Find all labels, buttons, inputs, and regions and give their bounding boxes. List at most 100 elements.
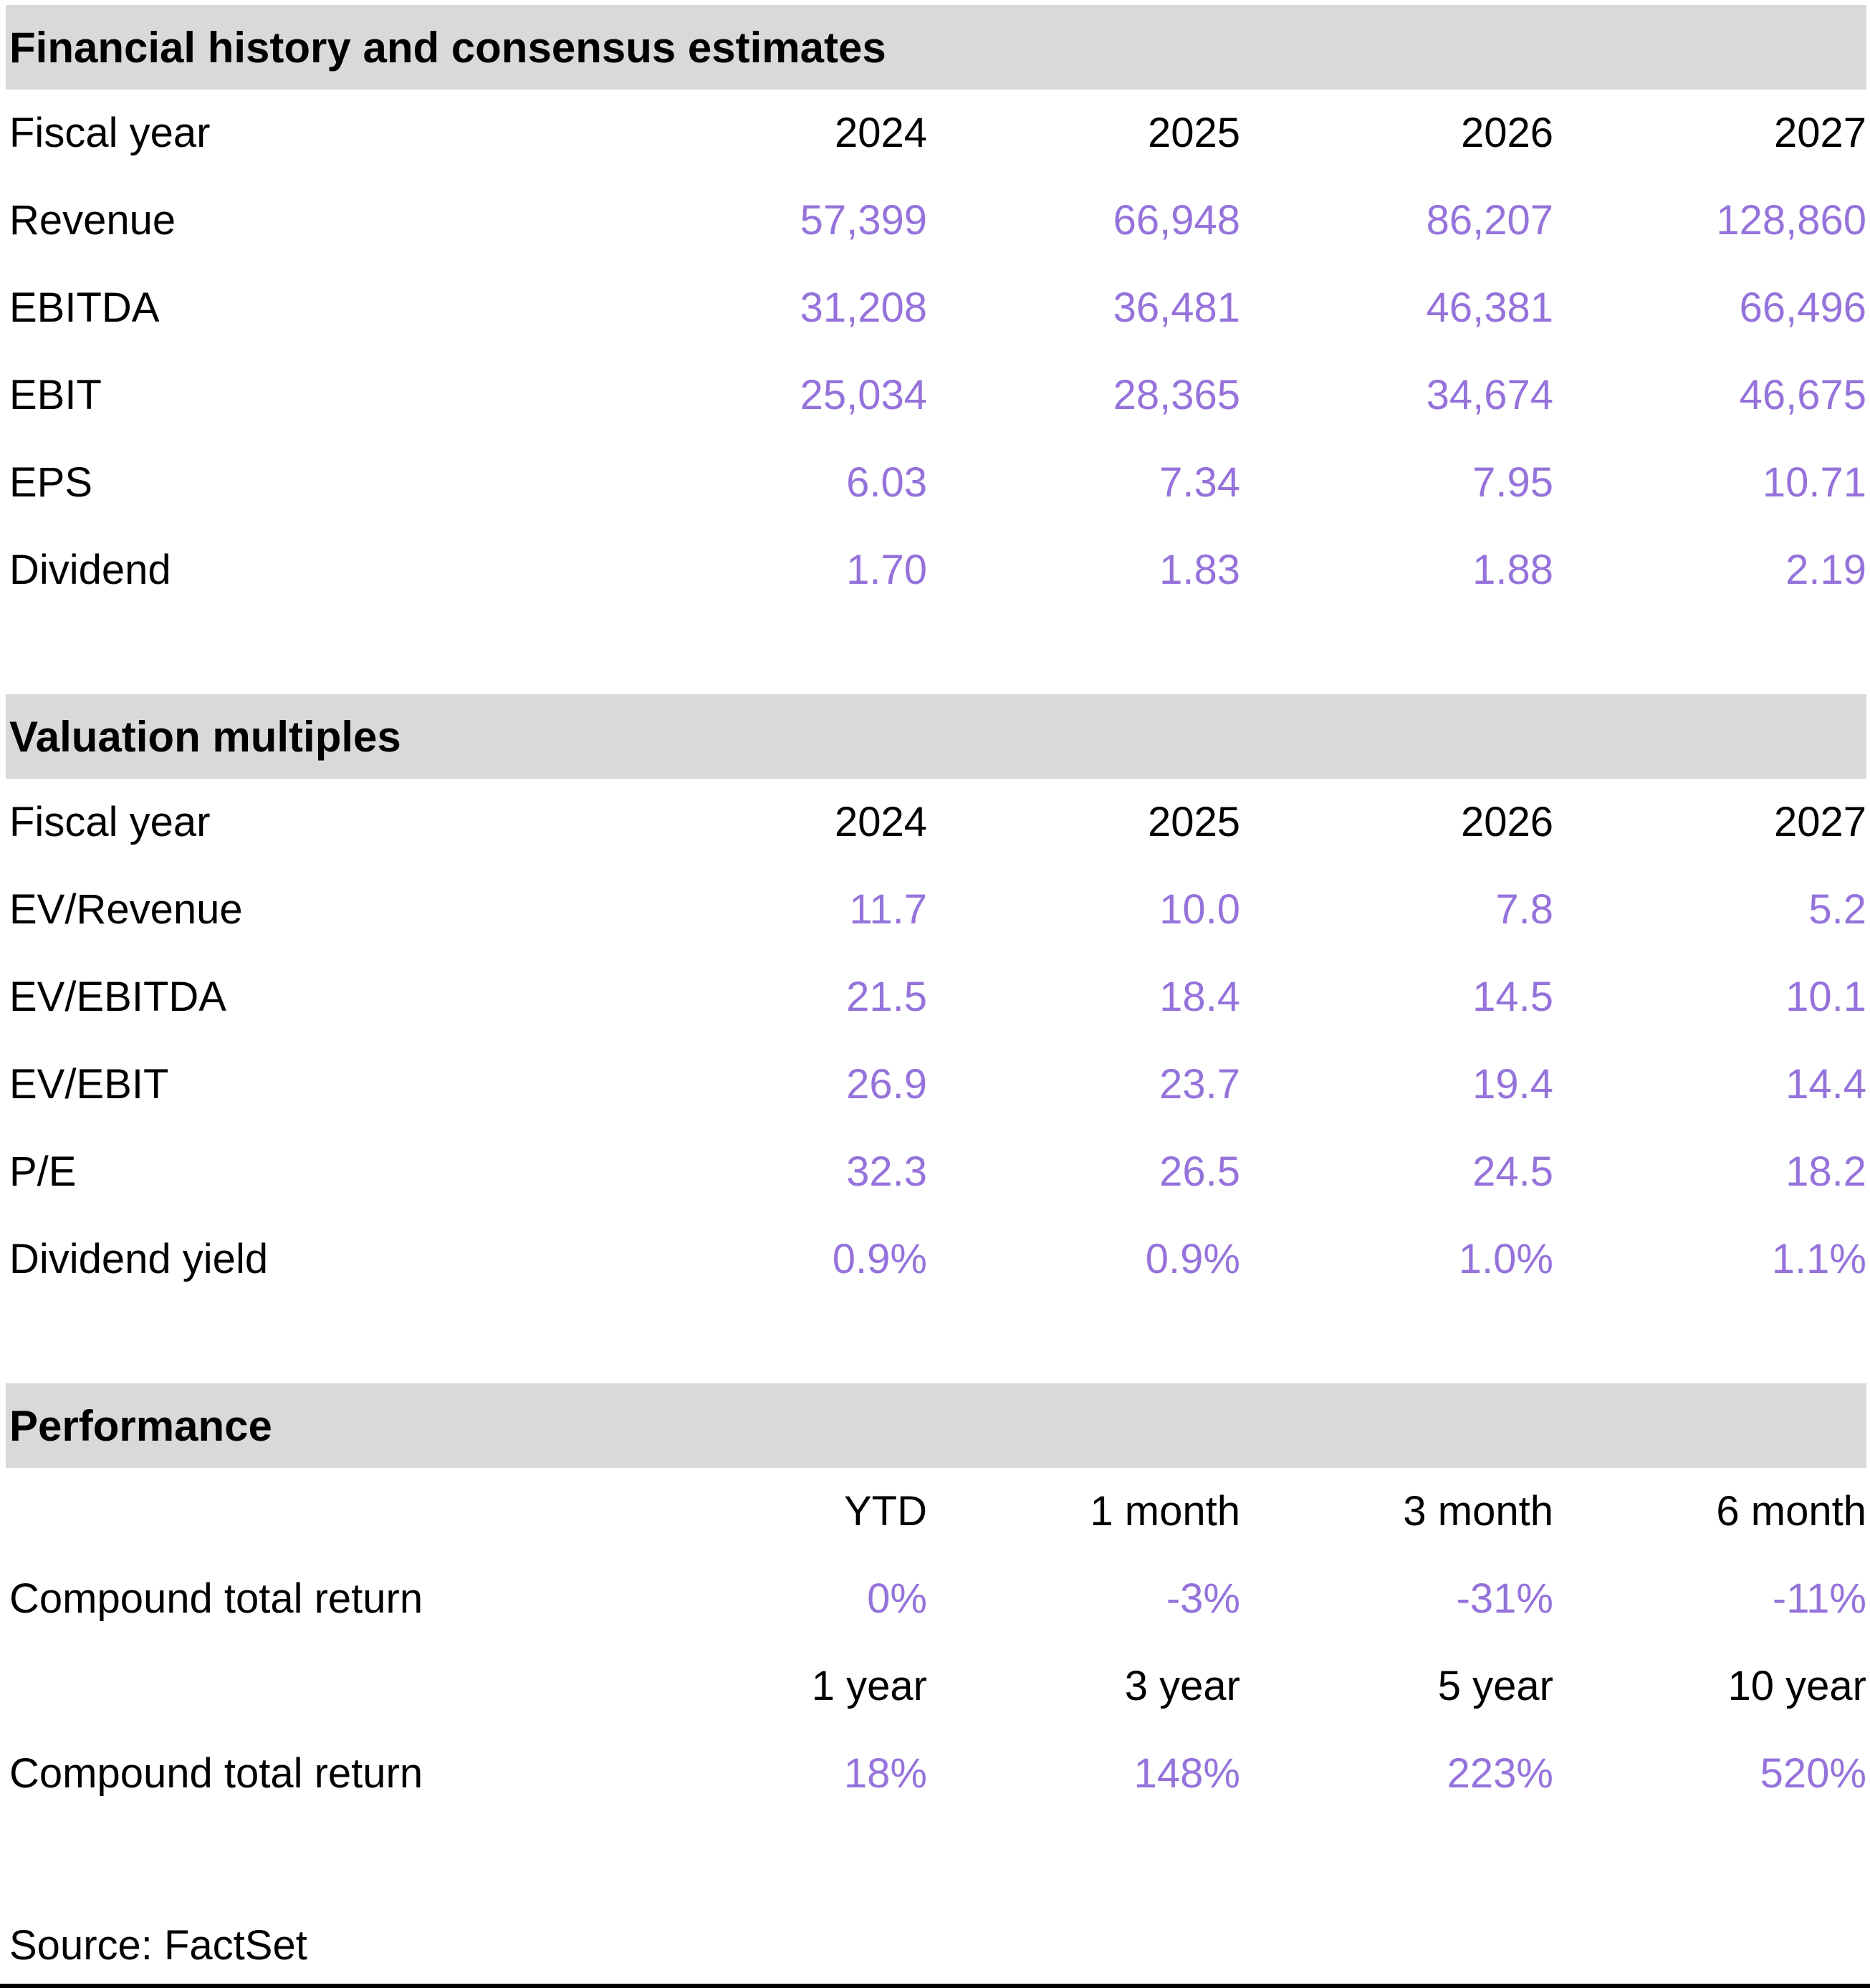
cell-value: 86,207 — [1426, 197, 1553, 244]
table-row-ev-ebit: EV/EBIT 26.9 23.7 19.4 14.4 — [6, 1041, 1866, 1128]
cell-value: 223% — [1447, 1750, 1553, 1797]
cell-value: 14.4 — [1785, 1061, 1866, 1108]
source-note: Source: FactSet — [9, 1922, 307, 1969]
section-financial-history: Financial history and consensus estimate… — [6, 5, 1866, 614]
cell-value: -3% — [1166, 1575, 1240, 1622]
financial-history-table: Fiscal year 2024 2025 2026 2027 Revenue … — [6, 90, 1866, 614]
cell-value: 18% — [843, 1750, 927, 1797]
table-row-ev-revenue: EV/Revenue 11.7 10.0 7.8 5.2 — [6, 866, 1866, 954]
table-row-revenue: Revenue 57,399 66,948 86,207 128,860 — [6, 177, 1866, 264]
row-label: EBIT — [9, 372, 102, 418]
table-row-dividend: Dividend 1.70 1.83 1.88 2.19 — [6, 527, 1866, 614]
section-header-valuation-multiples: Valuation multiples — [6, 694, 1866, 779]
cell-value: 10.1 — [1785, 974, 1866, 1020]
column-header-year: 2025 — [1147, 799, 1240, 845]
table-row-compound-total-return-short: Compound total return 0% -3% -31% -11% — [6, 1555, 1866, 1643]
row-label: EV/Revenue — [9, 886, 243, 933]
cell-value: 14.5 — [1472, 974, 1553, 1020]
cell-value: 1.83 — [1159, 547, 1240, 593]
cell-value: 26.5 — [1159, 1148, 1240, 1195]
cell-value: 31,208 — [800, 284, 927, 331]
row-label: EPS — [9, 459, 93, 506]
column-header-year: 2024 — [834, 799, 927, 845]
cell-value: 7.95 — [1472, 459, 1553, 506]
cell-value: 10.0 — [1159, 886, 1240, 933]
table-row-ebitda: EBITDA 31,208 36,481 46,381 66,496 — [6, 264, 1866, 352]
column-header-period: 1 year — [811, 1663, 927, 1709]
table-row-ev-ebitda: EV/EBITDA 21.5 18.4 14.5 10.1 — [6, 954, 1866, 1041]
row-label: Compound total return — [9, 1575, 423, 1622]
cell-value: 7.8 — [1495, 886, 1553, 933]
cell-value: 148% — [1133, 1750, 1240, 1797]
column-header-period: 6 month — [1716, 1488, 1866, 1535]
empty-cell — [6, 1643, 614, 1730]
row-label-fiscal-year: Fiscal year — [9, 110, 211, 156]
cell-value: 19.4 — [1472, 1061, 1553, 1108]
table-row-ebit: EBIT 25,034 28,365 34,674 46,675 — [6, 352, 1866, 439]
column-header-year: 2027 — [1773, 799, 1866, 845]
row-label: Compound total return — [9, 1750, 423, 1797]
column-header-period: YTD — [844, 1488, 927, 1535]
cell-value: -31% — [1456, 1575, 1553, 1622]
cell-value: 1.1% — [1771, 1236, 1866, 1282]
column-header-period: 3 year — [1124, 1663, 1240, 1709]
cell-value: 23.7 — [1159, 1061, 1240, 1108]
table-row-pe: P/E 32.3 26.5 24.5 18.2 — [6, 1128, 1866, 1216]
cell-value: 2.19 — [1785, 547, 1866, 593]
cell-value: 46,381 — [1426, 284, 1553, 331]
row-label: Dividend yield — [9, 1236, 269, 1282]
column-header-period: 3 month — [1403, 1488, 1553, 1535]
table-row-compound-total-return-long: Compound total return 18% 148% 223% 520% — [6, 1730, 1866, 1817]
performance-short-term-table: YTD 1 month 3 month 6 month Compound tot… — [6, 1468, 1866, 1817]
column-header-year: 2026 — [1460, 799, 1553, 845]
column-header-year: 2025 — [1147, 110, 1240, 156]
table-header-row: 1 year 3 year 5 year 10 year — [6, 1643, 1866, 1730]
cell-value: 25,034 — [800, 372, 927, 418]
cell-value: 1.70 — [846, 547, 927, 593]
cell-value: 0% — [867, 1575, 927, 1622]
cell-value: 18.4 — [1159, 974, 1240, 1020]
cell-value: 520% — [1760, 1750, 1866, 1797]
table-row-eps: EPS 6.03 7.34 7.95 10.71 — [6, 439, 1866, 527]
column-header-year: 2026 — [1460, 110, 1553, 156]
cell-value: 10.71 — [1762, 459, 1866, 506]
row-label: EV/EBIT — [9, 1061, 169, 1108]
cell-value: 21.5 — [846, 974, 927, 1020]
cell-value: 1.0% — [1458, 1236, 1553, 1282]
cell-value: 5.2 — [1808, 886, 1866, 933]
row-label: EBITDA — [9, 284, 160, 331]
section-valuation-multiples: Valuation multiples Fiscal year 2024 202… — [6, 694, 1866, 1303]
cell-value: 66,948 — [1113, 197, 1240, 244]
cell-value: 0.9% — [832, 1236, 927, 1282]
cell-value: 128,860 — [1716, 197, 1866, 244]
column-header-year: 2024 — [834, 110, 927, 156]
section-header-financial-history: Financial history and consensus estimate… — [6, 5, 1866, 90]
cell-value: 11.7 — [849, 886, 927, 933]
column-header-period: 5 year — [1437, 1663, 1553, 1709]
cell-value: 1.88 — [1472, 547, 1553, 593]
section-title: Financial history and consensus estimate… — [9, 23, 886, 72]
cell-value: 18.2 — [1785, 1148, 1866, 1195]
cell-value: 57,399 — [800, 197, 927, 244]
cell-value: 7.34 — [1159, 459, 1240, 506]
row-label: Revenue — [9, 197, 176, 244]
row-label: EV/EBITDA — [9, 974, 226, 1020]
section-title: Valuation multiples — [9, 712, 401, 761]
cell-value: 66,496 — [1739, 284, 1866, 331]
section-title: Performance — [9, 1401, 272, 1450]
column-header-year: 2027 — [1773, 110, 1866, 156]
column-header-period: 10 year — [1727, 1663, 1866, 1709]
row-label: P/E — [9, 1148, 77, 1195]
row-label: Dividend — [9, 547, 171, 593]
table-header-row: YTD 1 month 3 month 6 month — [6, 1468, 1866, 1555]
cell-value: 28,365 — [1113, 372, 1240, 418]
cell-value: 32.3 — [846, 1148, 927, 1195]
empty-cell — [6, 1468, 614, 1555]
section-header-performance: Performance — [6, 1383, 1866, 1468]
cell-value: 46,675 — [1739, 372, 1866, 418]
cell-value: 34,674 — [1426, 372, 1553, 418]
table-header-row: Fiscal year 2024 2025 2026 2027 — [6, 90, 1866, 177]
cell-value: 26.9 — [846, 1061, 927, 1108]
cell-value: 6.03 — [846, 459, 927, 506]
